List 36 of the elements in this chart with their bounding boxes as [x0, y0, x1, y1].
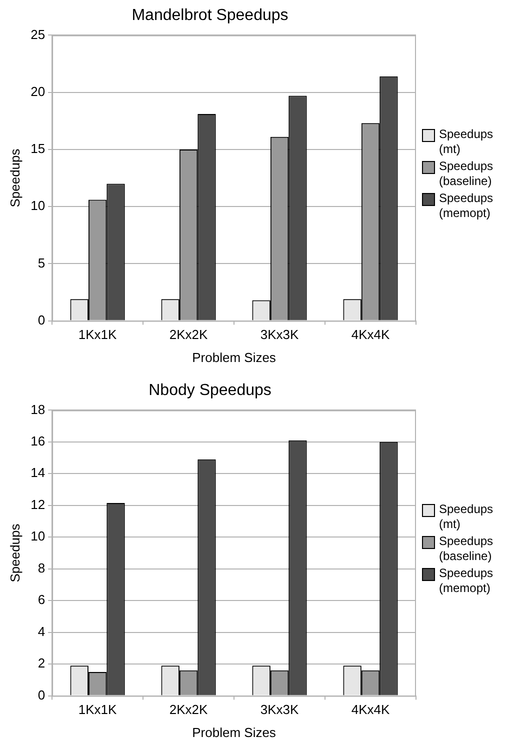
- y-tick-label: 14: [30, 465, 46, 480]
- x-tick-label: 3Kx3K: [260, 327, 299, 342]
- y-tick-label: 2: [38, 656, 46, 671]
- y-tick-label: 5: [38, 255, 46, 270]
- legend-label: Speedups (mt): [439, 127, 494, 157]
- y-tick-label: 8: [38, 560, 46, 576]
- x-tick-label: 2Kx2K: [169, 327, 208, 342]
- y-tick-label: 0: [38, 687, 46, 702]
- chart-title: Mandelbrot Speedups: [132, 7, 288, 24]
- y-tick-label: 15: [30, 141, 46, 156]
- x-tick-label: 1Kx1K: [78, 327, 118, 342]
- legend-label: Speedups (mt): [439, 502, 494, 532]
- x-axis-title: Problem Sizes: [192, 350, 276, 365]
- y-tick-label: 10: [30, 528, 46, 544]
- legend-label: Speedups (memopt): [439, 566, 494, 596]
- x-tick-label: 1Kx1K: [78, 702, 118, 718]
- x-tick-label: 4Kx4K: [351, 702, 390, 718]
- y-tick-label: 25: [30, 26, 46, 42]
- x-axis-title: Problem Sizes: [192, 724, 276, 740]
- y-tick-label: 4: [38, 624, 46, 639]
- chart-title: Nbody Speedups: [148, 382, 272, 400]
- y-tick-label: 12: [30, 496, 46, 512]
- y-tick-label: 20: [30, 84, 46, 99]
- y-axis-title: Speedups: [7, 148, 22, 208]
- y-tick-label: 10: [30, 198, 46, 214]
- x-tick-label: 4Kx4K: [351, 327, 390, 342]
- legend-label: Speedups (baseline): [439, 534, 494, 564]
- x-tick-label: 3Kx3K: [260, 702, 299, 718]
- y-tick-label: 16: [30, 434, 46, 449]
- legend-label: Speedups (baseline): [439, 159, 494, 189]
- legend-label: Speedups (memopt): [439, 191, 494, 221]
- y-tick-label: 0: [38, 312, 46, 328]
- y-tick-label: 6: [38, 592, 46, 608]
- x-tick-label: 2Kx2K: [169, 702, 208, 718]
- y-axis-title: Speedups: [7, 523, 22, 582]
- y-tick-label: 18: [30, 402, 46, 417]
